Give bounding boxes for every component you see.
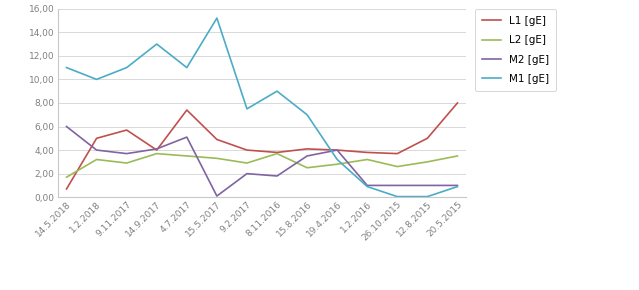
Line: L2 [gE]: L2 [gE] [66, 154, 458, 177]
M1 [gE] [273, 89, 281, 93]
L1 [gE] [153, 148, 160, 152]
L2 [gE] [304, 166, 311, 169]
M1 [gE] [334, 158, 341, 161]
M2 [gE] [63, 125, 70, 128]
M1 [gE] [304, 113, 311, 117]
L2 [gE] [394, 165, 401, 168]
M2 [gE] [123, 152, 130, 155]
L1 [gE] [93, 137, 100, 140]
L1 [gE] [454, 101, 461, 105]
L1 [gE] [63, 187, 70, 191]
L1 [gE] [394, 152, 401, 155]
L1 [gE] [364, 151, 371, 154]
L1 [gE] [213, 138, 220, 141]
M1 [gE] [63, 66, 70, 69]
L2 [gE] [63, 175, 70, 179]
L2 [gE] [153, 152, 160, 155]
M1 [gE] [153, 42, 160, 46]
M1 [gE] [183, 66, 190, 69]
L2 [gE] [273, 152, 281, 155]
M1 [gE] [93, 78, 100, 81]
L1 [gE] [273, 151, 281, 154]
M2 [gE] [213, 194, 220, 198]
L2 [gE] [454, 154, 461, 158]
M2 [gE] [454, 184, 461, 187]
L1 [gE] [424, 137, 431, 140]
M2 [gE] [273, 174, 281, 178]
M1 [gE] [243, 107, 250, 110]
M1 [gE] [424, 195, 431, 198]
M2 [gE] [394, 184, 401, 187]
M1 [gE] [364, 185, 371, 188]
M2 [gE] [153, 147, 160, 151]
L1 [gE] [123, 128, 130, 132]
L1 [gE] [243, 148, 250, 152]
M2 [gE] [183, 135, 190, 139]
L2 [gE] [183, 154, 190, 158]
L2 [gE] [93, 158, 100, 161]
L2 [gE] [123, 161, 130, 165]
M1 [gE] [123, 66, 130, 69]
M2 [gE] [93, 148, 100, 152]
L2 [gE] [243, 161, 250, 165]
M2 [gE] [364, 184, 371, 187]
M2 [gE] [304, 154, 311, 158]
M1 [gE] [454, 185, 461, 188]
M1 [gE] [213, 16, 220, 20]
L2 [gE] [334, 162, 341, 166]
M2 [gE] [424, 184, 431, 187]
M2 [gE] [243, 172, 250, 175]
L2 [gE] [213, 157, 220, 160]
L1 [gE] [304, 147, 311, 151]
M1 [gE] [394, 195, 401, 198]
Line: L1 [gE]: L1 [gE] [66, 103, 458, 189]
Line: M1 [gE]: M1 [gE] [66, 18, 458, 197]
L2 [gE] [364, 158, 371, 161]
L1 [gE] [183, 108, 190, 112]
M2 [gE] [334, 148, 341, 152]
L2 [gE] [424, 160, 431, 164]
Line: M2 [gE]: M2 [gE] [66, 126, 458, 196]
Legend: L1 [gE], L2 [gE], M2 [gE], M1 [gE]: L1 [gE], L2 [gE], M2 [gE], M1 [gE] [475, 9, 557, 91]
L1 [gE] [334, 148, 341, 152]
